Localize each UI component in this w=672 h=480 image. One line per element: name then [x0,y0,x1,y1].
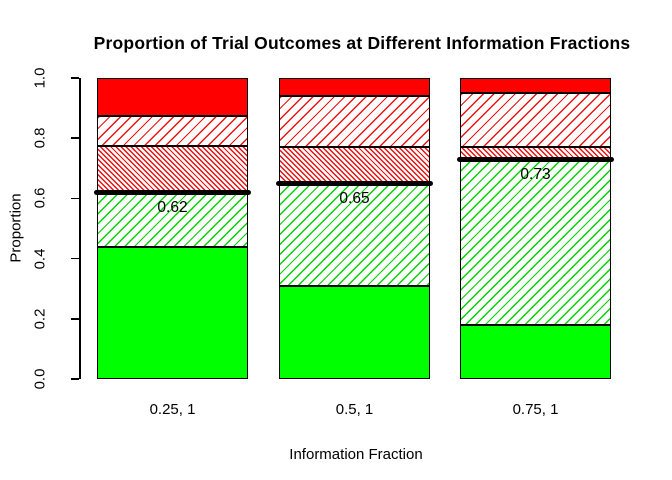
bar-segment-solid-red [279,78,430,97]
y-tick-label: 0.6 [31,187,49,209]
y-axis-tick [71,257,79,260]
y-tick-label: 0.4 [31,248,49,270]
bar-segment-red-dense-hatch [279,147,430,184]
bar-segment-red-hatch [279,96,430,148]
marker-value-label: 0.65 [339,190,370,208]
x-category-label: 0.75, 1 [512,401,559,418]
x-category-label: 0.5, 1 [335,401,374,418]
bar-segment-solid-green [279,285,430,379]
bar-segment-green-hatch [279,183,430,286]
y-tick-label: 0.0 [31,368,49,390]
bar-segment-red-hatch [97,115,248,146]
y-axis-line [79,78,81,379]
y-axis-tick [71,77,79,79]
marker-value-label: 0.73 [520,166,551,184]
bar-segment-red-dense-hatch [97,145,248,193]
x-category-label: 0.25, 1 [149,401,196,418]
marker-value-label: 0.62 [157,199,188,217]
bar-segment-green-hatch [460,159,611,325]
marker-line [94,189,251,195]
bar-segment-solid-red [460,78,611,94]
bar-segment-solid-red [97,78,248,116]
y-axis-tick [71,137,79,139]
y-axis-tick [71,318,79,320]
x-axis-label: Information Fraction [289,446,423,463]
y-axis-tick [71,378,79,380]
marker-line [276,180,433,186]
bar-segment-solid-green [97,246,248,379]
y-tick-label: 1.0 [31,67,49,89]
y-tick-label: 0.8 [31,127,49,149]
marker-line [457,156,614,162]
y-axis-label: Proportion [7,193,25,263]
bar-segment-red-hatch [460,93,611,148]
y-tick-label: 0.2 [31,308,49,330]
y-axis-tick [71,197,79,200]
chart-title: Proportion of Trial Outcomes at Differen… [93,33,631,53]
bar-segment-solid-green [460,324,611,379]
